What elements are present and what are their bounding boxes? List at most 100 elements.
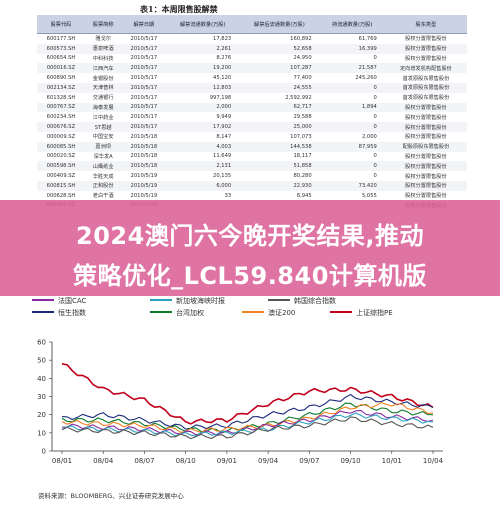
table-cell: 000020.SZ [46, 153, 76, 160]
col-name: 股票简称 [84, 15, 122, 34]
table-cell: 19,200 [166, 63, 240, 74]
table-cell: 997,198 [209, 94, 232, 101]
table-body: 600177.SH 雅戈尔 2010/5/17 17,823 160,892 61,769… [37, 34, 467, 211]
table-cell: 2010/5/17 [121, 82, 167, 93]
table-row: 000598.SH 山鹰纸业 2010/5/18 2,131 51,858 0 股权分置限售… [37, 161, 467, 172]
table-cell: 61,769 [358, 35, 377, 42]
table-cell: 000016.SZ [37, 63, 85, 74]
table-cell: 87,959 [319, 141, 385, 152]
series-line [61, 416, 434, 440]
table-cell: 股权分置限售股份 [384, 43, 467, 54]
table-cell: 12,803 [166, 82, 240, 93]
table-cell: 股权分置限售股份 [405, 173, 447, 180]
table-cell: 中科科技 [92, 55, 114, 62]
table-cell: 雅戈尔 [95, 36, 111, 43]
table-cell: 4,003 [166, 141, 240, 152]
legend-label: 澳证200 [268, 308, 295, 317]
legend-label: 法国CAC [58, 296, 87, 305]
col-date: 解禁日期 [121, 15, 167, 34]
legend-label: 上证综指PE [356, 308, 393, 317]
table-cell: 8,147 [216, 133, 232, 140]
table-cell: 2010/5/17 [130, 94, 158, 101]
table-row: 000767.SZ 海泰发展 2010/5/17 2,000 62,717 1,894 股权… [37, 102, 467, 113]
table-cell: 600573.SH [37, 43, 85, 54]
y-tick-label: 40 [37, 375, 46, 383]
table-cell: 0 [373, 94, 377, 101]
banner-line-2: 策略优化_LCL59.840计算机版 [73, 262, 427, 290]
table-header-row: 股票代码 股票简称 解禁日期 解禁流通数量(万股) 解禁后流通数量(万股) 持流… [37, 15, 467, 34]
table-cell: 17,823 [213, 35, 232, 42]
table-cell: 600177.SH [46, 35, 76, 42]
table-cell: 000676.SZ [37, 122, 85, 132]
series-line [61, 401, 434, 434]
table-cell: 601328.SH [46, 94, 76, 101]
table-cell: 首发原股东限售股份 [384, 82, 467, 93]
table-cell: 交通银行 [92, 95, 114, 102]
table-cell: 江中药业 [92, 114, 114, 121]
pe-chart: 法国CAC 新加坡海峡时报 韩国综合指数 恒生指数 台湾加权 澳证200 上证综指PE 0 10… [0, 296, 500, 508]
x-tick-label: 09/04 [258, 457, 279, 465]
table-cell: 首发原股东限售股份 [402, 75, 450, 82]
table-cell: 2010/5/18 [121, 161, 167, 172]
table-cell: 2010/5/17 [121, 122, 167, 132]
table-cell: 惠泉啤酒 [84, 43, 122, 54]
y-tick-label: 20 [37, 411, 46, 419]
table-cell: 山鹰纸业 [84, 161, 122, 172]
table-cell: 144,538 [239, 141, 320, 152]
table-cell: 25,000 [239, 122, 320, 132]
table-cell: 24,950 [293, 55, 312, 62]
table-row: 600654.SH 中科科技 2010/5/17 8,276 24,950 0 股权分置限售… [37, 54, 467, 64]
table-cell: 600234.SH [46, 114, 76, 121]
table-cell: 1,894 [319, 102, 385, 113]
table-cell: 000598.SH [37, 161, 85, 172]
table-cell: 股权分置限售股份 [405, 55, 447, 62]
y-tick-label: 60 [37, 339, 46, 347]
table-cell: 600654.SH [46, 55, 76, 62]
banner-line-1: 2024澳门六今晚开奖结果,推动 [76, 222, 424, 250]
legend-label: 台湾加权 [176, 308, 204, 317]
table-row: 000009.SZ 中国宝安 2010/5/18 8,147 107,073 2,000 股… [37, 132, 467, 142]
table-cell: 葛洲坝 [84, 141, 122, 152]
y-tick-label: 0 [42, 448, 46, 456]
table-cell: 0 [373, 153, 377, 160]
table-cell: 2010/5/17 [130, 75, 158, 82]
table-row: 000016.SZ 江西汽车 2010/5/17 19,200 107,287 21,58… [37, 63, 467, 74]
table-cell: 2010/5/19 [130, 192, 158, 199]
table-cell: 21,587 [319, 63, 385, 74]
table-cell: 股权分置限售股份 [405, 153, 447, 160]
table-cell: 深华发A [93, 153, 113, 160]
table-row: 000628.SH 老白干酒 2010/5/19 33 8,945 5,055 股权分置限售… [37, 191, 467, 201]
table-row: 000676.SZ ST思越 2010/5/17 17,902 25,000 0 股权分置限… [37, 122, 467, 132]
table-cell: 8,945 [296, 192, 312, 199]
table-cell: 2010/5/19 [130, 173, 158, 180]
table-cell: 33 [224, 192, 232, 199]
table-cell: 16,399 [319, 43, 385, 54]
table-cell: 52,658 [239, 43, 320, 54]
x-tick-label: 08/01 [52, 457, 72, 465]
table-cell: 11,649 [213, 153, 232, 160]
x-tick-label: 08/10 [176, 457, 196, 465]
col-type: 股东类型 [384, 15, 467, 34]
table-cell: 股权分置限售股份 [405, 134, 447, 141]
col-hold: 持流通数量(万股) [319, 15, 385, 34]
table-cell: 160,892 [290, 35, 312, 42]
table-cell: 000767.SZ [37, 102, 85, 113]
table-cell: 股权分置限售股份 [384, 161, 467, 172]
table-cell: 2010/5/17 [130, 35, 158, 42]
col-unlock: 解禁流通数量(万股) [166, 15, 240, 34]
table-cell: 金银股份 [92, 75, 114, 82]
table-cell: 20,135 [213, 173, 232, 180]
table-cell: 000628.SH [46, 192, 76, 199]
table-cell: 2010/5/17 [130, 114, 158, 121]
table-cell: 600890.SH [46, 75, 76, 82]
table-cell: 股权分置限售股份 [405, 36, 447, 43]
table-cell: 0 [319, 122, 385, 132]
table-cell: 中国宝安 [92, 134, 114, 141]
table-cell: 80,280 [293, 173, 312, 180]
legend-label: 新加坡海峡时报 [176, 296, 225, 305]
table-cell: 0 [373, 114, 377, 121]
table-cell: 老白干酒 [92, 193, 114, 200]
table-cell: 天津普林 [84, 82, 122, 93]
series-line [61, 393, 434, 430]
table-cell: 9,949 [216, 114, 232, 121]
